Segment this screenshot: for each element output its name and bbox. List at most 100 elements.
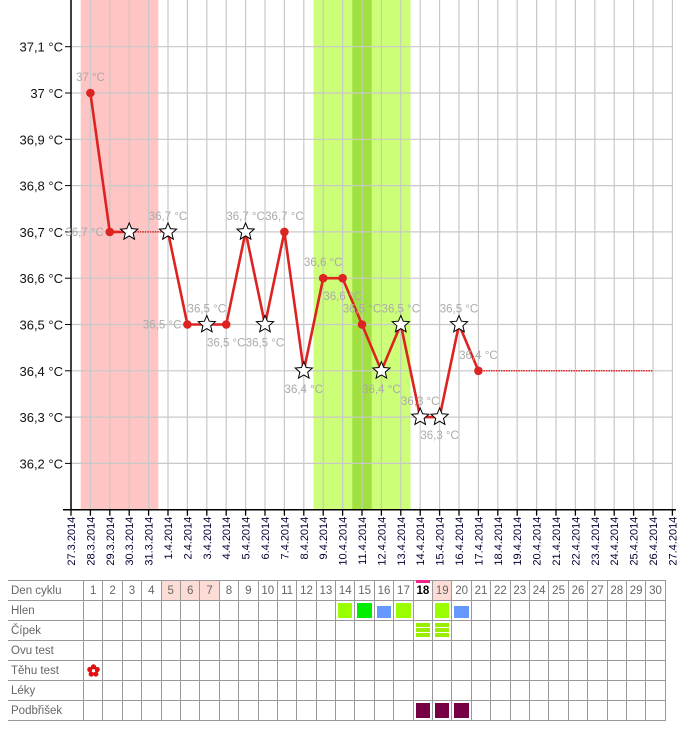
day-header[interactable]: 3 [121, 580, 143, 601]
cell-podbrisek[interactable] [160, 700, 181, 721]
cell-tehu[interactable] [645, 660, 666, 681]
cell-cipek[interactable] [179, 620, 201, 641]
cell-hlen[interactable] [548, 600, 569, 621]
cell-empty[interactable] [335, 680, 356, 701]
cell-podbrisek[interactable] [509, 700, 530, 721]
cell-cipek[interactable] [509, 620, 530, 641]
cell-podbrisek[interactable] [102, 700, 123, 721]
cell-hlen[interactable] [625, 600, 647, 621]
cell-tehu[interactable] [179, 660, 201, 681]
day-header[interactable]: 27 [587, 580, 608, 601]
cell-podbrisek[interactable] [373, 700, 395, 721]
cell-tehu[interactable] [82, 660, 104, 681]
cell-hlen[interactable] [141, 600, 162, 621]
cell-empty[interactable] [587, 680, 608, 701]
cell-hlen[interactable] [102, 600, 123, 621]
cell-hlen[interactable] [257, 600, 278, 621]
day-header[interactable]: 20 [451, 580, 472, 601]
cell-podbrisek[interactable] [528, 700, 550, 721]
cell-cipek[interactable] [432, 620, 453, 641]
cell-tehu[interactable] [490, 660, 511, 681]
cell-cipek[interactable] [238, 620, 259, 641]
cell-hlen[interactable] [238, 600, 259, 621]
day-header[interactable]: 7 [199, 580, 220, 601]
cell-empty[interactable] [373, 680, 395, 701]
cell-empty[interactable] [451, 680, 472, 701]
cell-empty[interactable] [257, 680, 278, 701]
cell-empty[interactable] [354, 680, 375, 701]
cell-podbrisek[interactable] [470, 700, 492, 721]
cell-hlen[interactable] [160, 600, 181, 621]
day-header[interactable]: 21 [470, 580, 492, 601]
day-header[interactable]: 11 [276, 580, 298, 601]
cell-tehu[interactable] [548, 660, 569, 681]
day-header[interactable]: 30 [645, 580, 666, 601]
cell-empty[interactable] [335, 640, 356, 661]
cell-tehu[interactable] [451, 660, 472, 681]
cell-cipek[interactable] [102, 620, 123, 641]
cell-podbrisek[interactable] [199, 700, 220, 721]
day-header[interactable]: 2 [102, 580, 123, 601]
cell-cipek[interactable] [160, 620, 181, 641]
cell-cipek[interactable] [393, 620, 414, 641]
cell-podbrisek[interactable] [490, 700, 511, 721]
cell-cipek[interactable] [490, 620, 511, 641]
cell-empty[interactable] [625, 640, 647, 661]
day-header[interactable]: 17 [393, 580, 414, 601]
cell-cipek[interactable] [625, 620, 647, 641]
cell-empty[interactable] [606, 680, 627, 701]
cell-empty[interactable] [393, 680, 414, 701]
cell-podbrisek[interactable] [315, 700, 337, 721]
day-header[interactable]: 13 [315, 580, 337, 601]
cell-tehu[interactable] [606, 660, 627, 681]
cell-hlen[interactable] [490, 600, 511, 621]
cell-podbrisek[interactable] [179, 700, 201, 721]
cell-podbrisek[interactable] [141, 700, 162, 721]
day-header[interactable]: 25 [548, 580, 569, 601]
cell-cipek[interactable] [141, 620, 162, 641]
cell-tehu[interactable] [432, 660, 453, 681]
cell-empty[interactable] [296, 640, 317, 661]
cell-hlen[interactable] [82, 600, 104, 621]
cell-empty[interactable] [528, 680, 550, 701]
cell-empty[interactable] [645, 680, 666, 701]
cell-cipek[interactable] [567, 620, 589, 641]
cell-empty[interactable] [373, 640, 395, 661]
day-header[interactable]: 1 [82, 580, 104, 601]
cell-podbrisek[interactable] [432, 700, 453, 721]
cell-hlen[interactable] [451, 600, 472, 621]
cell-hlen[interactable] [645, 600, 666, 621]
cell-empty[interactable] [451, 640, 472, 661]
cell-tehu[interactable] [412, 660, 434, 681]
cell-empty[interactable] [645, 640, 666, 661]
cell-empty[interactable] [199, 640, 220, 661]
cell-podbrisek[interactable] [276, 700, 298, 721]
cell-podbrisek[interactable] [548, 700, 569, 721]
cell-empty[interactable] [296, 680, 317, 701]
cell-podbrisek[interactable] [587, 700, 608, 721]
cell-tehu[interactable] [393, 660, 414, 681]
cell-tehu[interactable] [373, 660, 395, 681]
cell-hlen[interactable] [587, 600, 608, 621]
cell-tehu[interactable] [625, 660, 647, 681]
cell-hlen[interactable] [412, 600, 434, 621]
cell-podbrisek[interactable] [257, 700, 278, 721]
cell-empty[interactable] [567, 640, 589, 661]
cell-tehu[interactable] [276, 660, 298, 681]
day-header[interactable]: 6 [179, 580, 201, 601]
cell-hlen[interactable] [509, 600, 530, 621]
cell-cipek[interactable] [315, 620, 337, 641]
cell-empty[interactable] [276, 640, 298, 661]
cell-cipek[interactable] [451, 620, 472, 641]
cell-podbrisek[interactable] [121, 700, 143, 721]
cell-empty[interactable] [121, 640, 143, 661]
cell-tehu[interactable] [587, 660, 608, 681]
cell-hlen[interactable] [199, 600, 220, 621]
cell-empty[interactable] [509, 640, 530, 661]
cell-cipek[interactable] [218, 620, 240, 641]
cell-cipek[interactable] [296, 620, 317, 641]
cell-podbrisek[interactable] [393, 700, 414, 721]
cell-empty[interactable] [218, 640, 240, 661]
cell-tehu[interactable] [102, 660, 123, 681]
cell-podbrisek[interactable] [218, 700, 240, 721]
